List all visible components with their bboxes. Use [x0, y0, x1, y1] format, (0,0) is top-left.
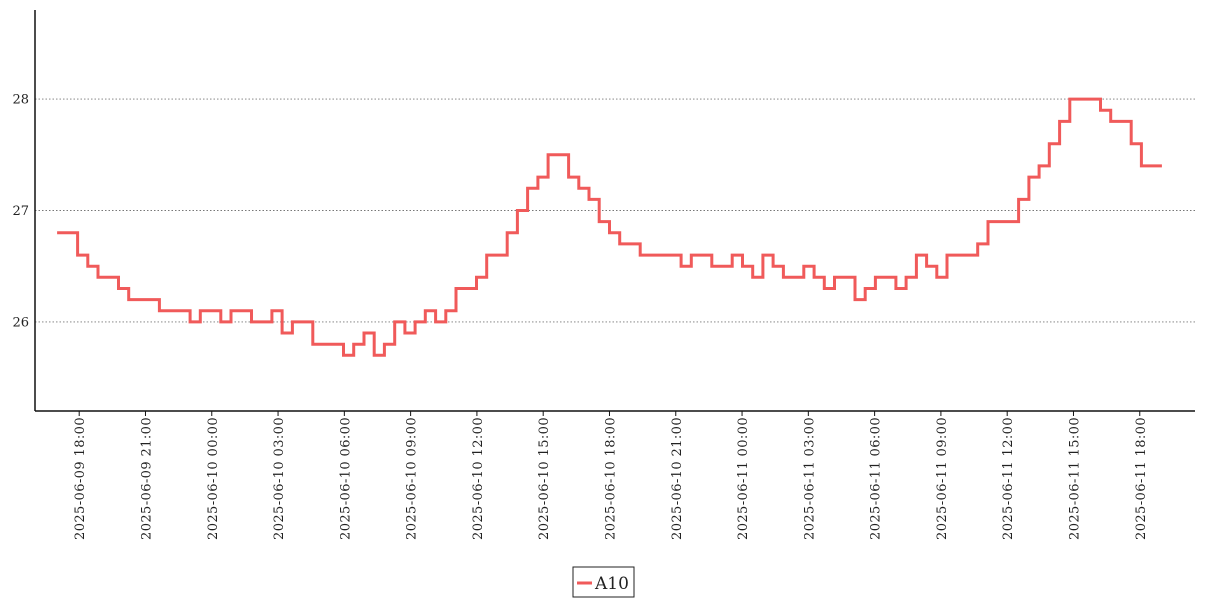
x-tick-label: 2025-06-11 12:00	[1001, 417, 1016, 540]
y-tick-label: 26	[12, 315, 29, 330]
x-tick-label: 2025-06-09 18:00	[73, 417, 88, 540]
x-tick-label: 2025-06-10 12:00	[471, 417, 486, 540]
x-tick-label: 2025-06-10 00:00	[206, 417, 221, 540]
axes	[34, 10, 1195, 412]
x-tick-label: 2025-06-11 15:00	[1067, 417, 1082, 540]
legend-label-a10: A10	[594, 574, 629, 594]
series-line-a10	[57, 97, 1162, 357]
x-tick-label: 2025-06-10 09:00	[405, 417, 420, 540]
x-tick-label: 2025-06-11 03:00	[802, 417, 817, 540]
y-tick-labels: 26 27 28	[12, 93, 29, 331]
x-tick-label: 2025-06-11 00:00	[736, 417, 751, 540]
x-tick-label: 2025-06-11 06:00	[869, 417, 884, 540]
y-tick-label: 27	[12, 204, 29, 219]
x-tick-label: 2025-06-10 21:00	[670, 417, 685, 540]
x-tick-label: 2025-06-10 06:00	[338, 417, 353, 540]
legend: A10	[572, 566, 635, 598]
x-tick-label: 2025-06-10 03:00	[272, 417, 287, 540]
x-tick-label: 2025-06-10 18:00	[603, 417, 618, 540]
series-lines	[57, 97, 1162, 357]
x-tick-labels: 2025-06-09 18:00 2025-06-09 21:00 2025-06-…	[73, 411, 1149, 540]
x-tick-label: 2025-06-09 21:00	[139, 417, 154, 540]
x-tick-label: 2025-06-11 18:00	[1134, 417, 1149, 540]
x-tick-label: 2025-06-11 09:00	[935, 417, 950, 540]
x-tick-label: 2025-06-10 15:00	[537, 417, 552, 540]
gridlines	[35, 98, 1195, 323]
y-tick-label: 28	[12, 93, 29, 108]
